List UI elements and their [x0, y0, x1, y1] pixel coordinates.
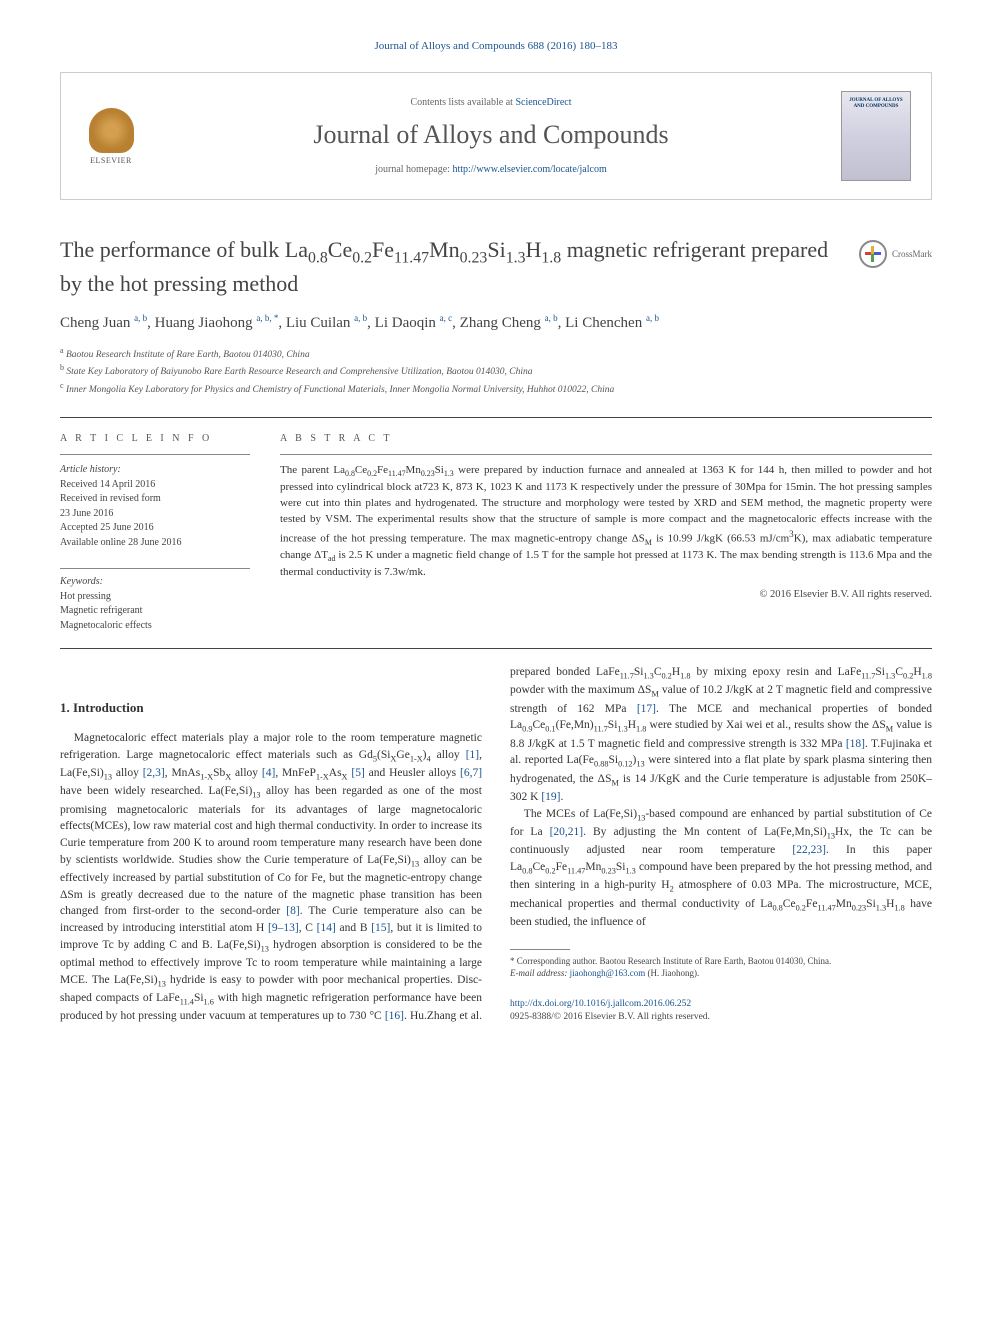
divider-bottom [60, 648, 932, 649]
footnote-separator [510, 949, 570, 950]
history-revised-line2: 23 June 2016 [60, 508, 113, 519]
article-info-column: A R T I C L E I N F O Article history: R… [60, 433, 250, 633]
crossmark-icon [859, 240, 887, 268]
email-suffix: (H. Jiaohong). [645, 968, 699, 978]
history-online: Available online 28 June 2016 [60, 537, 181, 548]
crossmark-label: CrossMark [892, 248, 932, 260]
cover-title: JOURNAL OF ALLOYS AND COMPOUNDS [845, 98, 907, 110]
homepage-link[interactable]: http://www.elsevier.com/locate/jalcom [452, 164, 606, 175]
authors-line: Cheng Juan a, b, Huang Jiaohong a, b, *,… [60, 312, 932, 335]
abstract-label: A B S T R A C T [280, 433, 932, 444]
contents-available-line: Contents lists available at ScienceDirec… [161, 97, 821, 108]
keywords-divider [60, 568, 250, 569]
email-label: E-mail address: [510, 968, 570, 978]
email-line: E-mail address: jiaohongh@163.com (H. Ji… [510, 967, 932, 980]
affiliations-block: a Baotou Research Institute of Rare Eart… [60, 345, 932, 397]
doi-link[interactable]: http://dx.doi.org/10.1016/j.jallcom.2016… [510, 998, 932, 1011]
elsevier-label: ELSEVIER [90, 156, 132, 165]
journal-header-box: ELSEVIER Contents lists available at Sci… [60, 72, 932, 200]
body-paragraph-2: The MCEs of La(Fe,Si)13-based compound a… [510, 806, 932, 931]
journal-homepage-line: journal homepage: http://www.elsevier.co… [161, 164, 821, 175]
affiliation-c: c Inner Mongolia Key Laboratory for Phys… [60, 380, 932, 397]
email-link[interactable]: jiaohongh@163.com [570, 968, 646, 978]
keyword-1: Hot pressing [60, 591, 111, 602]
homepage-prefix: journal homepage: [375, 164, 452, 175]
title-text: The performance of bulk La0.8Ce0.2Fe11.4… [60, 237, 828, 296]
footnotes-block: * Corresponding author. Baotou Research … [510, 955, 932, 980]
keywords-block: Keywords: Hot pressing Magnetic refriger… [60, 575, 250, 633]
abstract-copyright: © 2016 Elsevier B.V. All rights reserved… [280, 589, 932, 600]
article-history: Article history: Received 14 April 2016 … [60, 463, 250, 550]
info-divider [60, 454, 250, 455]
affiliation-b: b State Key Laboratory of Baiyunobo Rare… [60, 362, 932, 379]
history-received: Received 14 April 2016 [60, 479, 155, 490]
journal-title: Journal of Alloys and Compounds [161, 120, 821, 150]
crossmark-badge[interactable]: CrossMark [859, 240, 932, 268]
divider-top [60, 417, 932, 418]
article-info-label: A R T I C L E I N F O [60, 433, 250, 444]
top-citation: Journal of Alloys and Compounds 688 (201… [60, 40, 932, 52]
elsevier-tree-icon [89, 108, 134, 153]
abstract-column: A B S T R A C T The parent La0.8Ce0.2Fe1… [280, 433, 932, 633]
sciencedirect-link[interactable]: ScienceDirect [515, 97, 571, 108]
article-title: The performance of bulk La0.8Ce0.2Fe11.4… [60, 235, 932, 298]
keyword-2: Magnetic refrigerant [60, 605, 142, 616]
corresponding-author-note: * Corresponding author. Baotou Research … [510, 955, 932, 968]
journal-cover-thumbnail: JOURNAL OF ALLOYS AND COMPOUNDS [841, 91, 911, 181]
history-revised-line1: Received in revised form [60, 493, 161, 504]
abstract-divider [280, 454, 932, 455]
abstract-text: The parent La0.8Ce0.2Fe11.47Mn0.23Si1.3 … [280, 463, 932, 580]
keywords-heading: Keywords: [60, 576, 103, 587]
elsevier-logo: ELSEVIER [81, 101, 141, 171]
history-accepted: Accepted 25 June 2016 [60, 522, 154, 533]
intro-heading: 1. Introduction [60, 699, 482, 718]
contents-prefix: Contents lists available at [410, 97, 515, 108]
issn-copyright: 0925-8388/© 2016 Elsevier B.V. All right… [510, 1011, 932, 1024]
keyword-3: Magnetocaloric effects [60, 620, 152, 631]
doi-copyright-block: http://dx.doi.org/10.1016/j.jallcom.2016… [510, 998, 932, 1025]
affiliation-a: a Baotou Research Institute of Rare Eart… [60, 345, 932, 362]
body-two-column: 1. Introduction Magnetocaloric effect ma… [60, 664, 932, 1025]
header-center: Contents lists available at ScienceDirec… [141, 97, 841, 175]
info-abstract-row: A R T I C L E I N F O Article history: R… [60, 433, 932, 633]
history-heading: Article history: [60, 464, 121, 475]
